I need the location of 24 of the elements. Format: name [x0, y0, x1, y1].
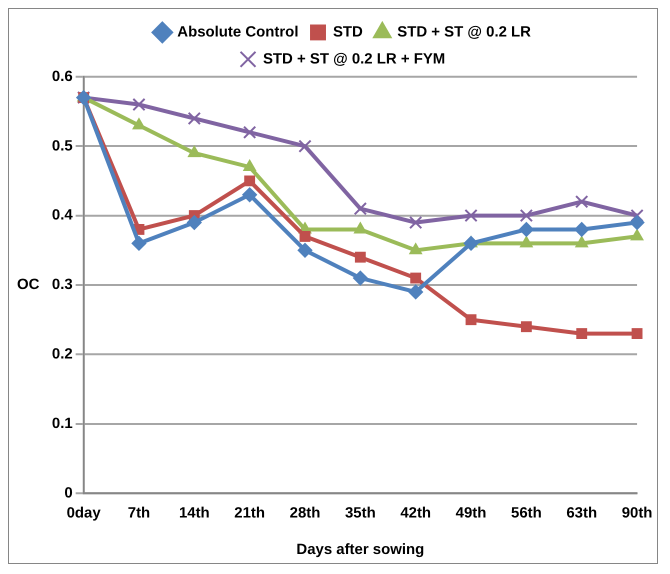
x-tick-label: 49th [456, 504, 486, 522]
y-tick-label: 0.6 [52, 68, 73, 85]
y-tick-label: 0.2 [52, 346, 73, 363]
y-tick-label: 0.5 [52, 137, 73, 154]
x-tick-label: 14th [178, 504, 210, 522]
y-tick-label: 0 [64, 484, 73, 502]
legend-label: STD + ST @ 0.2 LR + FYM [262, 50, 446, 68]
legend-label: STD [332, 24, 364, 41]
x-tick-label: 28th [290, 504, 320, 522]
x-tick-label: 7th [128, 504, 150, 522]
x-tick-label: 35th [344, 504, 376, 522]
x-tick-label: 90th [622, 504, 652, 522]
y-axis-title: OC [16, 276, 40, 294]
y-tick-label: 0.4 [52, 206, 74, 224]
y-tick-label: 0.3 [52, 276, 73, 294]
x-axis-title: Days after sowing [296, 541, 424, 558]
x-tick-label: 56th [511, 504, 542, 522]
legend-label: STD + ST @ 0.2 LR [397, 24, 532, 41]
x-tick-label: 0day [66, 504, 102, 522]
x-tick-label: 63th [566, 504, 598, 522]
x-tick-label: 42th [400, 504, 432, 522]
x-tick-label: 21th [234, 504, 266, 522]
y-tick-label: 0.1 [52, 414, 73, 432]
legend-label: Absolute Control [177, 24, 298, 41]
